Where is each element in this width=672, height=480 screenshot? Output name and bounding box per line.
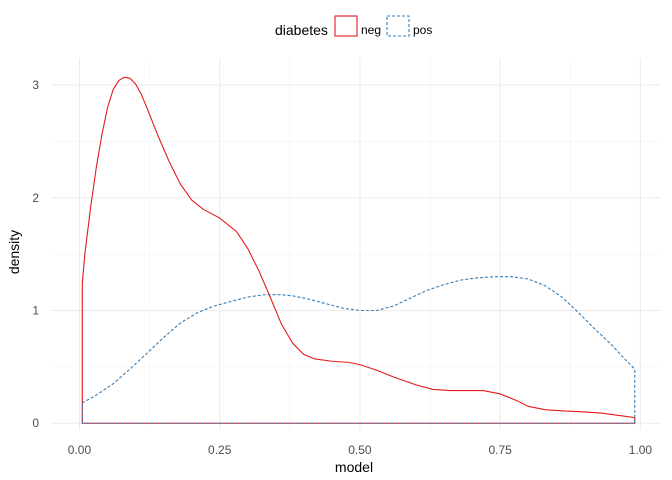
y-tick-label: 0 (32, 416, 39, 430)
density-curve-neg (81, 76, 636, 424)
legend-label-pos: pos (413, 23, 432, 37)
legend-key-neg (334, 15, 358, 37)
legend-swatch-neg (334, 15, 358, 37)
x-tick-label: 1.00 (629, 443, 653, 457)
y-tick-labels: 0 1 2 3 (32, 78, 39, 430)
grid-lines (52, 58, 660, 430)
legend-swatch-pos (386, 15, 410, 37)
x-tick-labels: 0.00 0.25 0.50 0.75 1.00 (68, 443, 653, 457)
legend-label-neg: neg (361, 23, 381, 37)
legend-key-pos (386, 15, 410, 37)
legend-title: diabetes (275, 22, 328, 38)
x-axis-title: model (335, 459, 373, 475)
x-tick-label: 0.00 (68, 443, 92, 457)
y-tick-label: 3 (32, 78, 39, 92)
legend: diabetes neg pos (275, 15, 432, 38)
density-curve-pos (81, 276, 636, 424)
y-tick-label: 1 (32, 304, 39, 318)
x-tick-label: 0.75 (488, 443, 512, 457)
x-tick-label: 0.25 (208, 443, 232, 457)
x-tick-label: 0.50 (348, 443, 372, 457)
y-axis-title: density (6, 230, 22, 274)
y-tick-label: 2 (32, 191, 39, 205)
series-layer (81, 76, 636, 424)
